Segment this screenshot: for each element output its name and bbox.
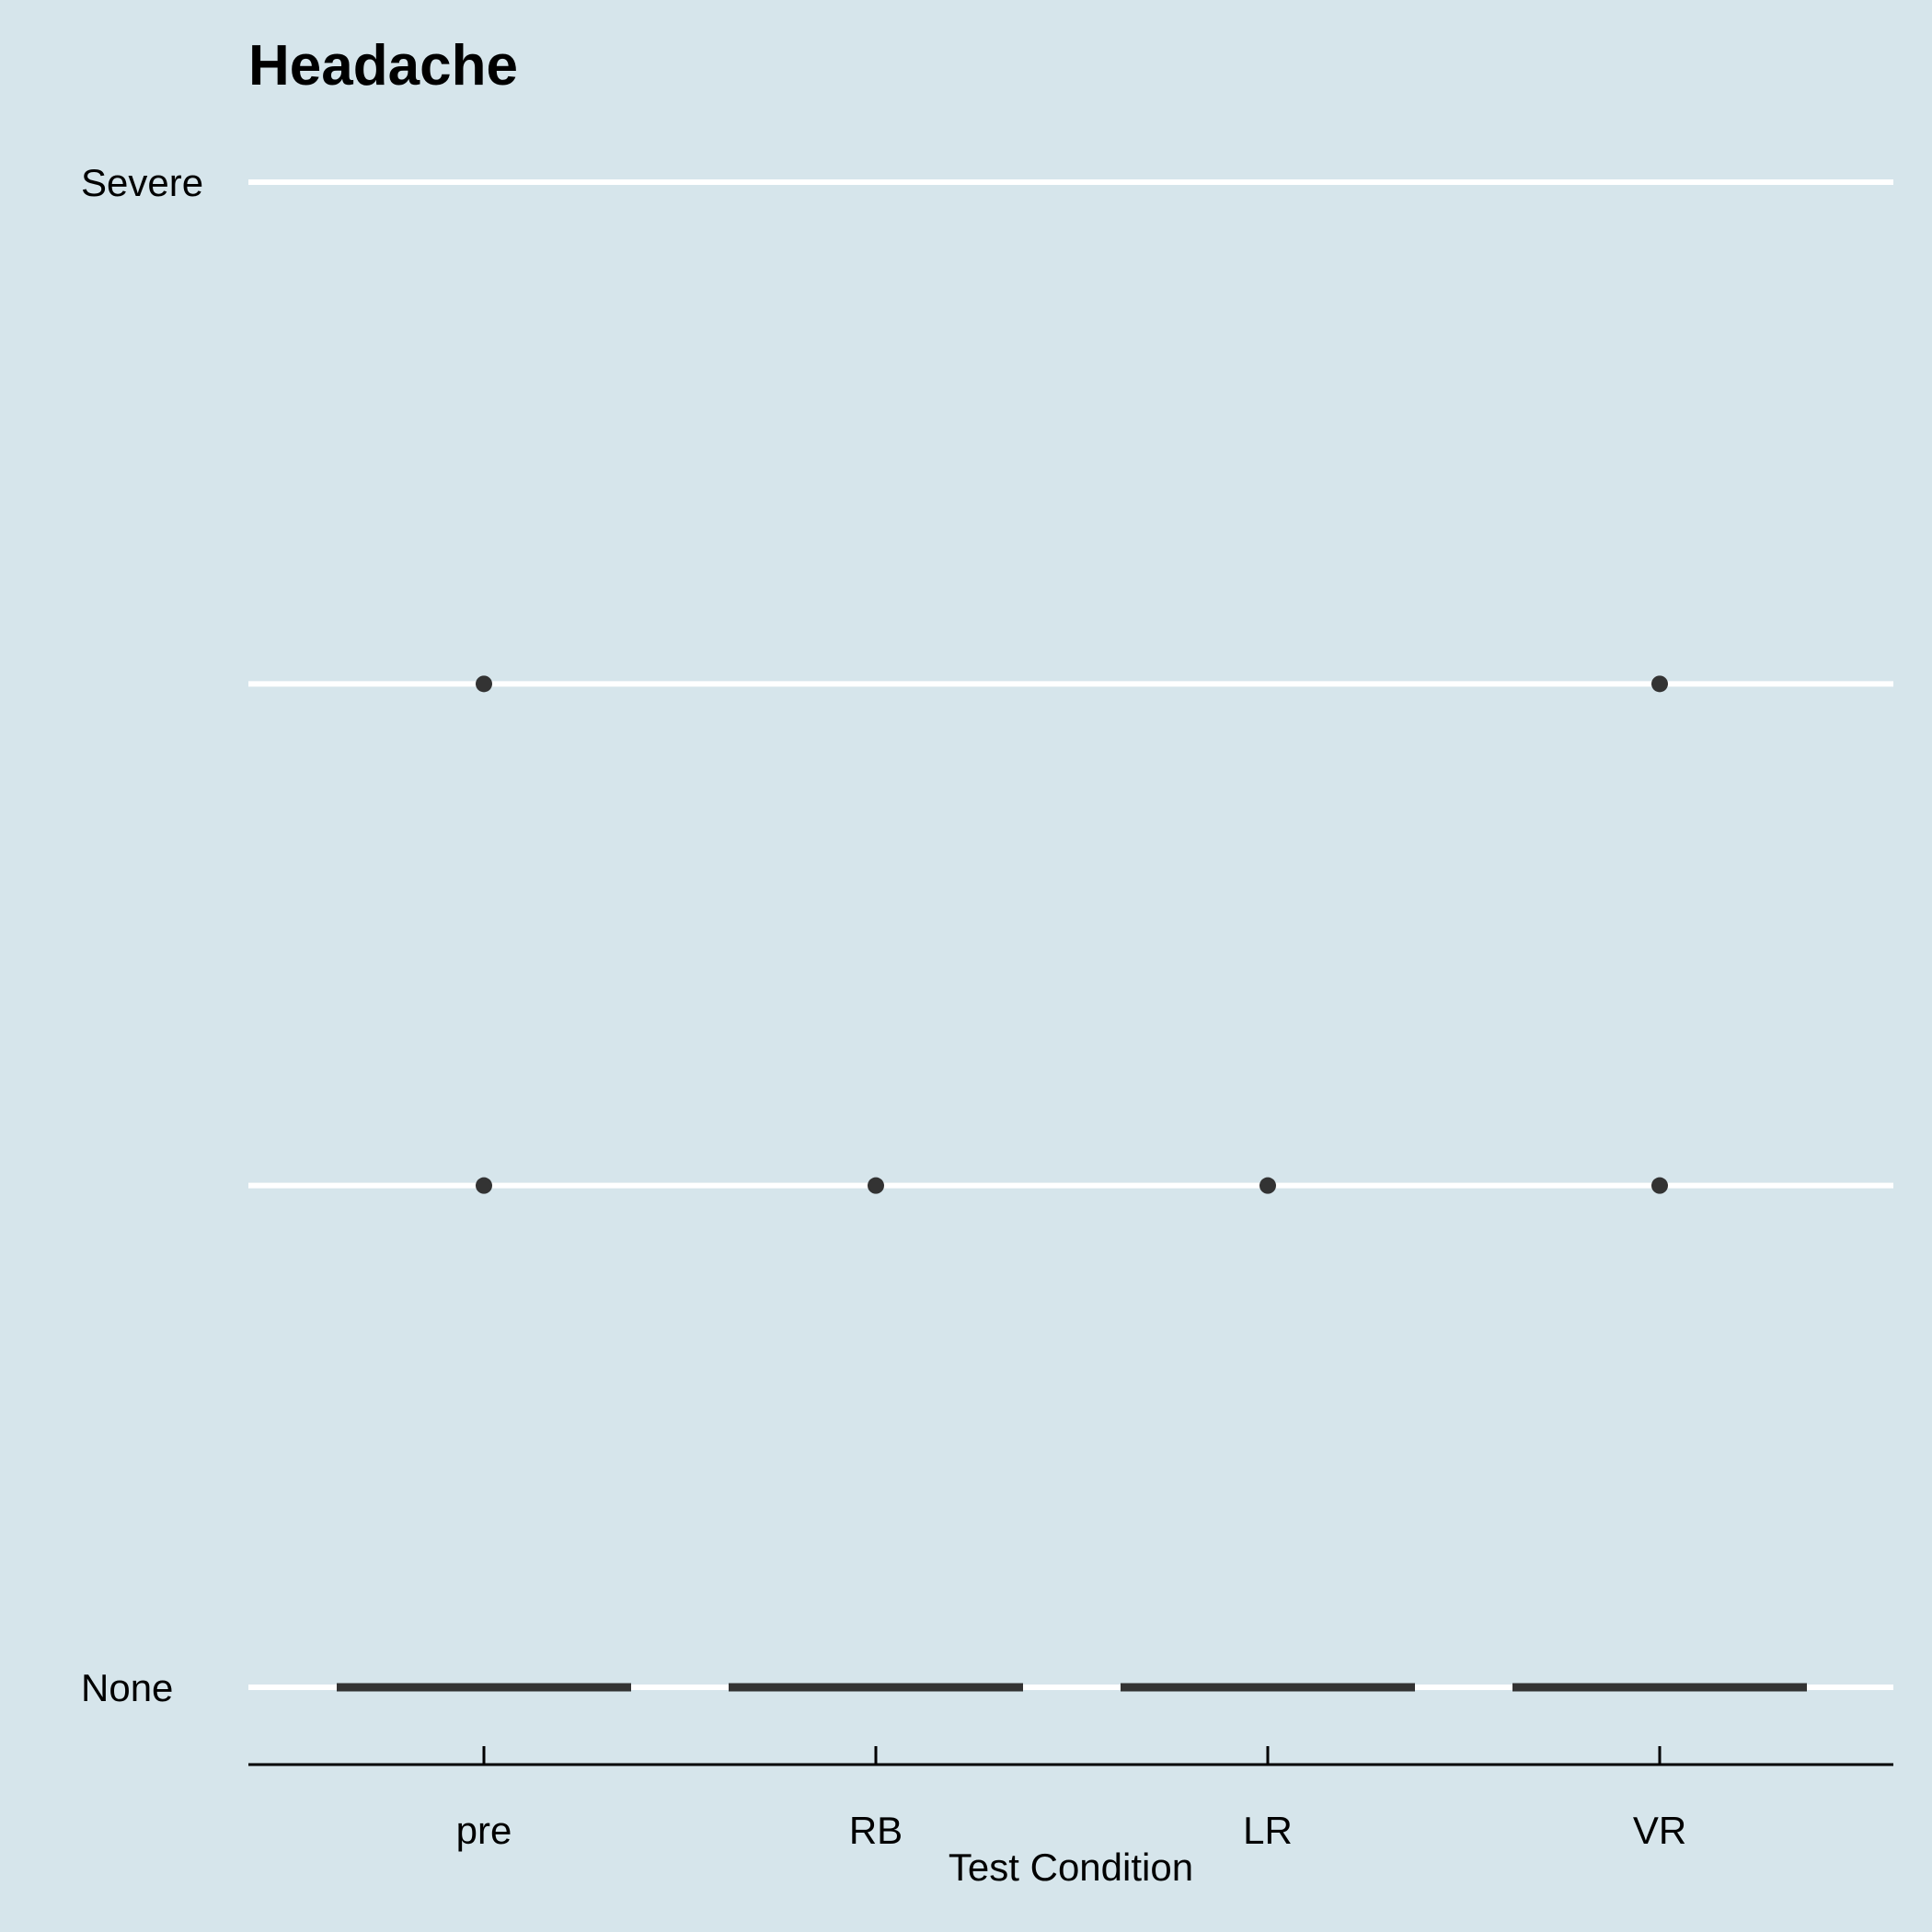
x-tick-label-VR: VR [1633,1809,1686,1852]
y-tick-label-none: None [81,1666,173,1709]
y-tick-label-severe: Severe [81,161,203,204]
y-tick-labels: None Severe [81,161,203,1709]
outlier-points [476,675,1668,1194]
x-tick-label-RB: RB [849,1809,903,1852]
x-tick-label-LR: LR [1243,1809,1293,1852]
x-ticks: pre RB LR VR [456,1746,1686,1852]
x-axis-label: Test Condition [949,1846,1193,1889]
outlier-point-VR-2 [1651,1177,1668,1194]
x-tick-label-pre: pre [456,1809,512,1852]
outlier-point-LR-2 [1259,1177,1276,1194]
outlier-point-pre-2 [476,1177,492,1194]
chart-title: Headache [248,34,518,98]
outlier-point-VR-3 [1651,675,1668,693]
outlier-point-pre-3 [476,675,492,693]
outlier-point-RB-2 [868,1177,884,1194]
